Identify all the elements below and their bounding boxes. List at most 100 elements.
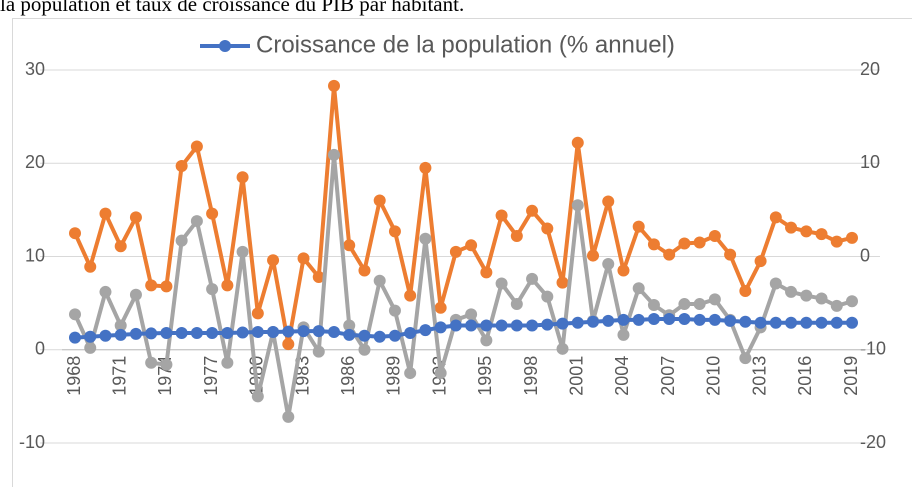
x-tick-label: 1989 [384,356,404,396]
point [358,343,371,356]
title-band [0,0,912,18]
point [145,327,158,340]
point [693,236,706,249]
point [129,327,142,340]
point [282,410,295,423]
point [480,266,493,279]
series-line [73,83,853,347]
point [815,292,828,305]
point [510,229,523,242]
point [160,326,173,339]
point [343,239,356,252]
y2-tick-label: 20 [860,59,880,79]
point [587,315,599,328]
point [632,282,645,295]
point [480,334,493,347]
point [236,171,249,184]
point [617,264,630,277]
point [297,252,310,265]
point [84,330,97,343]
chart-frame [12,18,912,487]
point [129,211,142,224]
point [343,319,356,332]
point [846,316,858,329]
point [84,260,97,273]
point [282,325,295,338]
point [343,328,356,341]
point [206,326,219,339]
point [647,298,660,311]
point [297,325,310,338]
series-line [74,316,852,340]
point [678,237,691,250]
point [251,307,264,320]
point [465,239,478,252]
y2-tick-label: -10 [860,339,886,359]
point [69,227,81,240]
point [510,298,523,311]
point [282,338,295,351]
point [373,330,386,343]
x-tick-label: 2013 [749,356,769,396]
point [404,289,417,302]
point [206,283,219,296]
point [114,319,127,332]
point [465,319,478,332]
point [769,277,782,290]
point [145,356,158,369]
point [571,316,584,329]
y-tick-label: 0 [35,339,45,359]
point [800,289,813,302]
point [267,326,280,339]
point [678,298,691,311]
point [251,390,264,403]
point [769,211,782,224]
point [708,229,721,242]
point [328,148,340,161]
point [754,316,767,329]
point [267,254,280,267]
point [175,326,188,339]
point [739,315,752,328]
point [69,331,81,344]
point [312,345,325,358]
point [236,245,249,258]
y-tick-label: -10 [19,432,45,452]
point [815,316,828,329]
point [526,204,539,217]
legend-label: Croissance de la population (% annuel) [256,31,675,58]
x-tick-label: 1986 [338,356,358,396]
point [663,248,676,261]
point [846,295,858,308]
point [571,199,584,212]
point [617,328,630,341]
point [495,319,508,332]
point [190,140,203,153]
point [526,319,539,332]
point [510,319,523,332]
point [160,280,173,293]
x-tick-label: 2004 [612,356,632,396]
point [617,313,630,326]
point [754,255,767,268]
x-tick-label: 1995 [475,356,495,396]
point [800,316,813,329]
y-tick-label: 10 [25,245,45,265]
point [419,232,432,245]
point [571,136,584,149]
point [221,279,234,292]
point [632,313,645,326]
point [145,279,158,292]
y-tick-label: 20 [25,152,45,172]
point [114,328,127,341]
x-tick-label: 1977 [201,356,221,396]
point [556,342,569,355]
point [587,249,599,262]
y2-tick-label: -20 [860,432,886,452]
x-tick-label: 2007 [658,356,678,396]
point [206,207,219,220]
point [373,194,386,207]
point [602,195,615,208]
point [175,234,188,247]
